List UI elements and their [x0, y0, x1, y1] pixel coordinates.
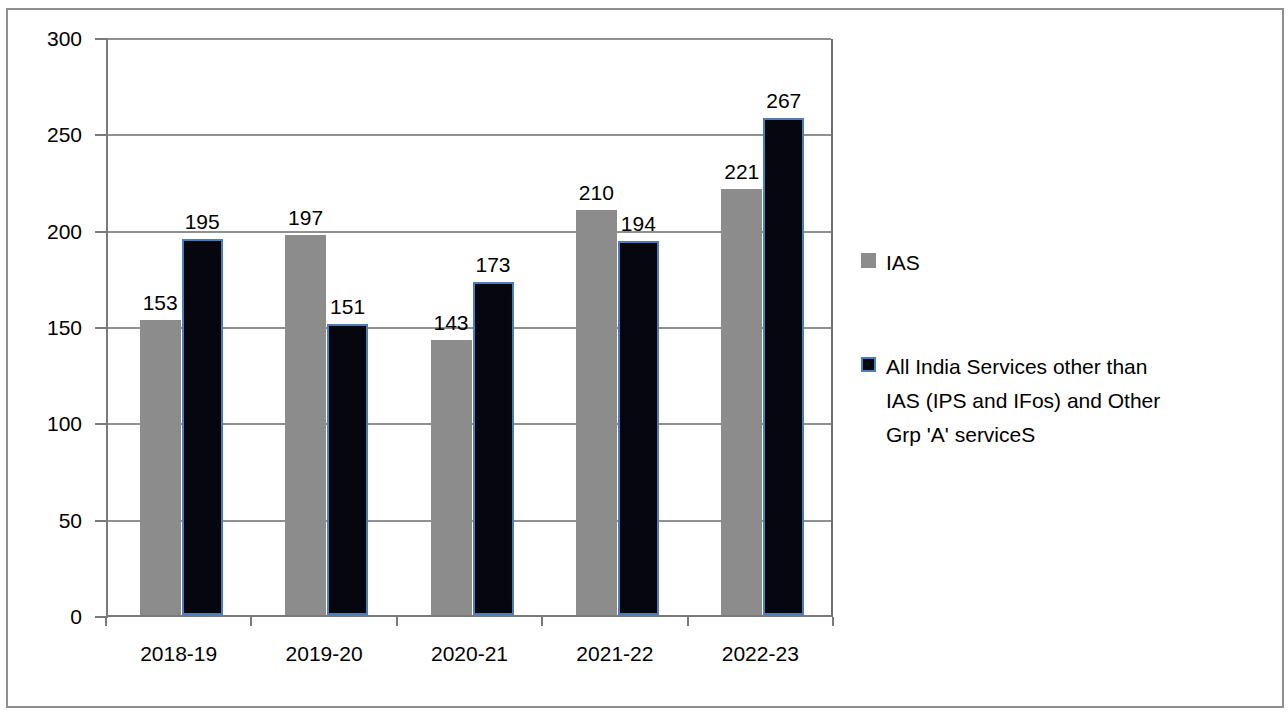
y-axis-tick	[95, 38, 108, 40]
bar-value-label: 173	[457, 254, 529, 276]
legend-label-line: IAS	[886, 246, 920, 280]
bar-value-label: 194	[602, 213, 674, 235]
x-axis-label-2018-19: 2018-19	[106, 641, 252, 667]
bar-2019-20-series1	[327, 324, 368, 615]
bar-2022-23-series1	[763, 118, 804, 615]
x-axis-tick	[105, 617, 107, 626]
bar-value-label: 197	[270, 207, 342, 229]
y-axis-label-250: 250	[10, 124, 82, 145]
bar-2021-22-series0	[576, 210, 617, 615]
bar-2018-19-series1	[182, 239, 223, 615]
x-axis-tick	[687, 617, 689, 626]
x-axis-tick	[250, 617, 252, 626]
y-axis-tick	[95, 520, 108, 522]
y-axis-label-100: 100	[10, 413, 82, 434]
x-axis-label-2020-21: 2020-21	[397, 641, 543, 667]
y-axis-label-50: 50	[10, 510, 82, 531]
y-axis-label-300: 300	[10, 28, 82, 49]
legend-label-ias: IAS	[886, 246, 920, 280]
x-axis-label-2021-22: 2021-22	[542, 641, 688, 667]
x-axis-tick	[396, 617, 398, 626]
bar-2021-22-series1	[618, 241, 659, 615]
bar-2022-23-series0	[721, 189, 762, 615]
y-axis-tick	[95, 134, 108, 136]
legend-label-line: Grp 'A' serviceS	[886, 418, 1160, 452]
legend-label-line: All India Services other than	[886, 350, 1160, 384]
bar-2020-21-series1	[473, 282, 514, 615]
x-axis-tick	[541, 617, 543, 626]
y-axis-tick	[95, 327, 108, 329]
bar-2019-20-series0	[285, 235, 326, 615]
bar-value-label: 210	[560, 182, 632, 204]
y-axis-label-150: 150	[10, 317, 82, 338]
y-axis-tick	[95, 423, 108, 425]
legend-label-line: IAS (IPS and IFos) and Other	[886, 384, 1160, 418]
legend-swatch-black-icon	[861, 357, 876, 372]
x-axis-label-2019-20: 2019-20	[251, 641, 397, 667]
bar-chart: 153195197151143173210194221267 050100150…	[0, 0, 1288, 716]
legend-entry-ias: IAS	[861, 246, 920, 280]
y-axis-label-0: 0	[10, 606, 82, 627]
bar-value-label: 267	[748, 90, 820, 112]
gridline-250	[108, 134, 831, 136]
y-axis-label-200: 200	[10, 221, 82, 242]
y-axis-tick	[95, 231, 108, 233]
legend-swatch-gray-icon	[861, 253, 876, 268]
bar-2020-21-series0	[431, 340, 472, 616]
legend-entry-other-services: All India Services other than IAS (IPS a…	[861, 350, 1160, 452]
gridline-300	[108, 38, 831, 40]
bar-value-label: 195	[166, 211, 238, 233]
bar-2018-19-series0	[140, 320, 181, 615]
x-axis-tick	[832, 617, 834, 626]
plot-area: 153195197151143173210194221267	[106, 39, 833, 617]
legend-label-other-services: All India Services other than IAS (IPS a…	[886, 350, 1160, 452]
bar-value-label: 151	[312, 296, 384, 318]
x-axis-label-2022-23: 2022-23	[687, 641, 833, 667]
